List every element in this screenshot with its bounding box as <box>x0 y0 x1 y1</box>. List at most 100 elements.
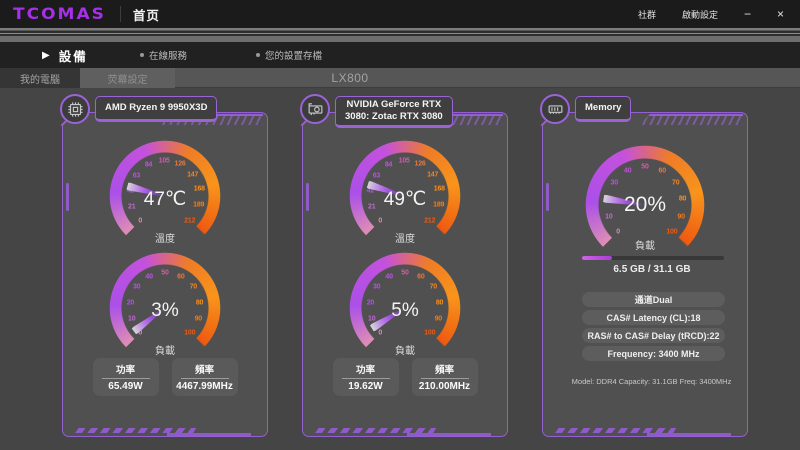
gpu-stats-row: 功率 19.62W 頻率 210.00MHz <box>302 358 508 396</box>
gauge-label: 負載 <box>395 346 415 357</box>
gauge-tick-label: 0 <box>378 329 383 337</box>
gauge-tick-label: 42 <box>126 187 135 195</box>
tabbar: 我的電腦 荧幕設定 LX800 <box>0 68 800 88</box>
nav-link-settings-archive[interactable]: 您的設置存檔 <box>256 42 322 68</box>
gauge-label: 溫度 <box>155 234 175 245</box>
gauge-tick-label: 20 <box>126 299 135 307</box>
stat-label: 功率 <box>355 365 375 376</box>
gauge-value: 20% <box>623 193 667 216</box>
gauge-tick-label: 63 <box>372 172 381 180</box>
gauge-tick-label: 70 <box>672 179 680 187</box>
hatch-decoration <box>639 114 743 125</box>
gauge-tick-label: 84 <box>384 161 393 169</box>
frequency-stat: 頻率 4467.99MHz <box>171 358 238 396</box>
gauge-ring <box>109 140 221 252</box>
nav-link-label: 您的設置存檔 <box>265 51 323 62</box>
left-accent-bar <box>305 183 309 211</box>
gauge-label: 負載 <box>635 241 655 252</box>
gauge-value: 49℃ <box>383 189 427 210</box>
gauge-tick-label: 126 <box>174 160 186 168</box>
gpu-panel: 0 21 42 63 84 105 126 147 168 189 212 49℃ 溫度 0 10 20 30… <box>300 94 508 437</box>
tab-my-computer[interactable]: 我的電腦 <box>0 68 80 88</box>
power-stat: 功率 65.49W <box>92 358 159 396</box>
power-stat: 功率 19.62W <box>332 358 399 396</box>
gauge-tick-label: 100 <box>184 329 196 337</box>
gauge-tick-label: 147 <box>187 171 199 179</box>
gauge-value: 47℃ <box>143 189 187 210</box>
gauge-tick-label: 90 <box>677 213 685 221</box>
bullet-icon <box>140 53 144 57</box>
left-accent-bar <box>65 183 69 211</box>
gauge-tick-label: 30 <box>610 179 619 187</box>
titlebar: TCOMAS 首页 社群 啟動設定 − × <box>0 0 800 28</box>
stat-label: 頻率 <box>434 365 454 376</box>
gauge-tick-label: 70 <box>189 283 198 291</box>
gauge-gpu-load: 0 10 20 30 40 50 60 70 80 90 100 5% 負載 <box>349 252 461 364</box>
cpu-panel-title: AMD Ryzen 9 9950X3D <box>95 96 218 122</box>
gauge-tick-label: 80 <box>435 299 444 307</box>
device-nav: ▶ 設備 在線服務 您的設置存檔 <box>0 42 800 68</box>
gpu-icon <box>300 94 330 124</box>
gauge-memory-load: 010203040506070809010020%負載 <box>585 145 705 265</box>
community-button[interactable]: 社群 <box>637 9 656 20</box>
cpu-panel: 0 21 42 63 84 105 126 147 168 189 212 47℃ 溫度 0 10 20 30… <box>60 94 268 437</box>
gauge-label: 負載 <box>155 346 175 357</box>
gauge-tick-label: 212 <box>184 217 196 225</box>
bottom-right-accent <box>167 433 251 436</box>
gauge-tick-label: 20 <box>366 299 375 307</box>
gauge-value: 3% <box>151 300 179 321</box>
stat-divider <box>101 378 150 379</box>
bottom-right-accent <box>407 433 491 436</box>
panel-title-text: Memory <box>585 102 622 114</box>
expand-arrow-icon: ▶ <box>42 49 50 61</box>
gauge-tick-label: 80 <box>678 195 687 203</box>
left-accent-bar <box>545 183 549 211</box>
memory-frequency-pill: Frequency: 3400 MHz <box>582 346 725 361</box>
device-name-label[interactable]: LX800 <box>331 71 369 85</box>
tab-screen-settings[interactable]: 荧幕設定 <box>80 68 175 88</box>
gauge-tick-label: 0 <box>138 329 143 337</box>
memory-usage-fill <box>582 256 612 260</box>
frequency-stat: 頻率 210.00MHz <box>411 358 478 396</box>
bullet-icon <box>256 53 260 57</box>
cpu-icon <box>60 94 90 124</box>
stat-divider <box>341 378 390 379</box>
gauge-tick-label: 21 <box>368 203 376 211</box>
gauge-tick-label: 90 <box>194 315 203 323</box>
gauge-tick-label: 212 <box>424 217 436 225</box>
gauge-tick-label: 168 <box>433 185 445 193</box>
gauge-tick-label: 189 <box>433 201 445 209</box>
gauge-tick-label: 0 <box>616 228 620 236</box>
minimize-button[interactable]: − <box>743 7 751 21</box>
nav-link-online-service[interactable]: 在線服務 <box>140 42 187 68</box>
gauge-cpu-load: 0 10 20 30 40 50 60 70 80 90 100 3% 負載 <box>109 252 221 364</box>
gauge-tick-label: 84 <box>144 161 153 169</box>
launch-settings-button[interactable]: 啟動設定 <box>681 9 718 20</box>
gauge-tick-label: 147 <box>427 171 439 179</box>
separator-band <box>0 28 800 42</box>
memory-panel-title: Memory <box>575 96 632 122</box>
gauge-ring <box>585 145 705 265</box>
gauge-tick-label: 40 <box>624 167 632 175</box>
gauge-value: 5% <box>391 300 419 321</box>
memory-cas-latency-pill: CAS# Latency (CL):18 <box>582 310 725 325</box>
memory-panel: 010203040506070809010020%負載 6.5 GB / 31.… <box>540 94 748 437</box>
memory-usage-text: 6.5 GB / 31.1 GB <box>613 264 691 275</box>
gauge-tick-label: 90 <box>434 315 443 323</box>
gauge-tick-label: 42 <box>366 187 375 195</box>
gauge-tick-label: 21 <box>128 203 136 211</box>
close-button[interactable]: × <box>776 7 784 21</box>
device-section-label[interactable]: 設備 <box>58 49 88 64</box>
stat-value: 210.00MHz <box>418 381 471 392</box>
gauge-ring <box>349 140 461 252</box>
stat-value: 4467.99MHz <box>176 381 233 392</box>
stat-divider <box>420 378 469 379</box>
stat-divider <box>180 378 229 379</box>
stat-label: 功率 <box>115 365 135 376</box>
gauge-label: 溫度 <box>395 234 415 245</box>
page-title: 首页 <box>132 8 160 23</box>
gauge-tick-label: 60 <box>417 273 425 281</box>
gauge-tick-label: 105 <box>158 157 170 165</box>
gauge-tick-label: 30 <box>372 283 381 291</box>
